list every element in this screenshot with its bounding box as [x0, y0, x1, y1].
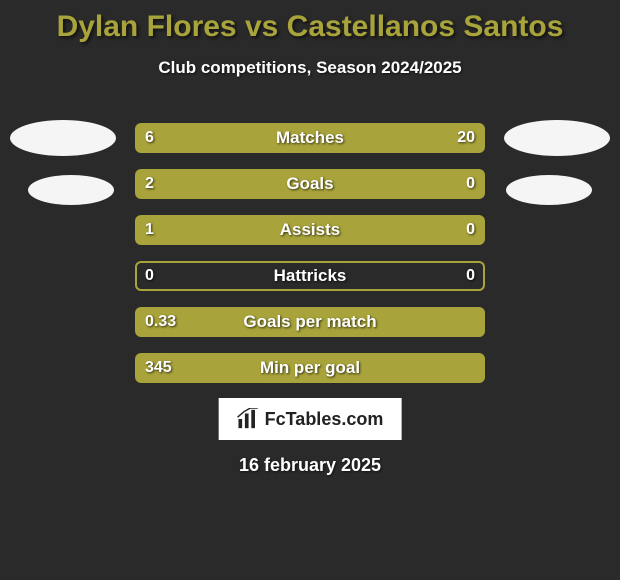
stat-bar-label: Hattricks: [135, 261, 485, 291]
stat-bar-value-left: 345: [145, 353, 172, 383]
snapshot-date: 16 february 2025: [0, 455, 620, 476]
stat-bar-value-right: 0: [466, 169, 475, 199]
stat-bar-value-left: 1: [145, 215, 154, 245]
stat-bar-value-right: 0: [466, 261, 475, 291]
stat-bar-value-left: 2: [145, 169, 154, 199]
stat-bar-label: Goals: [135, 169, 485, 199]
stat-bar-value-left: 6: [145, 123, 154, 153]
branding-text: FcTables.com: [265, 409, 384, 430]
stat-bar-row: Goals2 0: [135, 169, 485, 199]
stat-bar-value-left: 0.33: [145, 307, 176, 337]
left-club-logo-icon: [10, 120, 116, 156]
stat-bar-label: Matches: [135, 123, 485, 153]
stat-bar-value-right: 0: [466, 215, 475, 245]
right-club-logo2-icon: [506, 175, 592, 205]
branding-badge: FcTables.com: [219, 398, 402, 440]
stat-bar-label: Assists: [135, 215, 485, 245]
bar-chart-icon: [237, 408, 259, 430]
right-club-logo-icon: [504, 120, 610, 156]
comparison-subtitle: Club competitions, Season 2024/2025: [0, 58, 620, 78]
stat-bar-row: Min per goal345: [135, 353, 485, 383]
left-club-logo2-icon: [28, 175, 114, 205]
comparison-title: Dylan Flores vs Castellanos Santos: [0, 0, 620, 44]
stat-bar-row: Assists1 0: [135, 215, 485, 245]
stat-bar-label: Goals per match: [135, 307, 485, 337]
stat-bars: Matches620Goals20Assists10Hattricks00Goa…: [135, 123, 485, 399]
stat-bar-value-right: 20: [457, 123, 475, 153]
stat-bar-row: Matches6 20: [135, 123, 485, 153]
stat-bar-label: Min per goal: [135, 353, 485, 383]
stat-bar-row: Hattricks0 0: [135, 261, 485, 291]
stat-bar-row: Goals per match0.33: [135, 307, 485, 337]
stat-bar-value-left: 0: [145, 261, 154, 291]
